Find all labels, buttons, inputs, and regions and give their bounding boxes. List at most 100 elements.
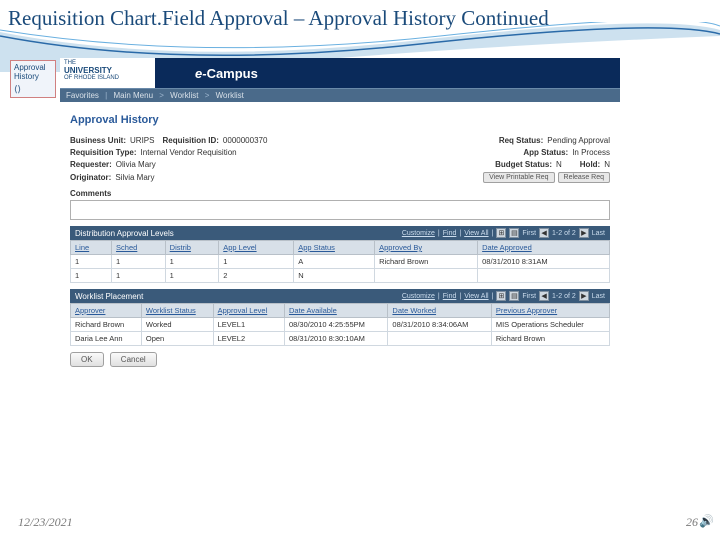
grid1-title: Distribution Approval Levels xyxy=(75,229,174,238)
grid2-zoom-icon[interactable]: ⊞ xyxy=(496,291,506,301)
breadcrumb-worklist[interactable]: Worklist xyxy=(170,91,198,100)
hold-label: Hold: xyxy=(580,160,600,169)
ok-cancel-row: OK Cancel xyxy=(70,352,610,367)
grid1-col-header[interactable]: Sched xyxy=(112,241,166,255)
grid1-col-header[interactable]: Line xyxy=(71,241,112,255)
grid2-next-icon[interactable]: ▶ xyxy=(579,291,589,301)
grid1-col-header[interactable]: Approved By xyxy=(375,241,478,255)
table-cell: 08/30/2010 4:25:55PM xyxy=(285,318,388,332)
business-unit-value: URIPS xyxy=(130,136,154,145)
breadcrumb-worklist2[interactable]: Worklist xyxy=(216,91,244,100)
table-cell: 1 xyxy=(112,255,166,269)
table-cell: 1 xyxy=(71,269,112,283)
req-id-label: Requisition ID: xyxy=(162,136,218,145)
req-status-label: Req Status: xyxy=(499,136,543,145)
req-status-value: Pending Approval xyxy=(547,136,610,145)
grid1-find[interactable]: Find xyxy=(443,230,457,237)
grid1-viewall[interactable]: View All xyxy=(464,230,488,237)
grid2-download-icon[interactable]: ▤ xyxy=(509,291,519,301)
table-cell: 08/31/2010 8:31AM xyxy=(478,255,610,269)
cancel-button[interactable]: Cancel xyxy=(110,352,157,367)
table-cell: 1 xyxy=(219,255,294,269)
req-type-value: Internal Vendor Requisition xyxy=(141,148,237,157)
sound-icon: 🔊 xyxy=(699,514,714,528)
grid1-col-header[interactable]: Distrib xyxy=(165,241,219,255)
grid2-header: Worklist Placement Customize | Find | Vi… xyxy=(70,289,610,303)
tab-scroll-icon: ⟨⟩ xyxy=(14,84,52,95)
table-cell: 08/31/2010 8:34:06AM xyxy=(388,318,491,332)
table-cell: 1 xyxy=(112,269,166,283)
content-area: Approval History Business Unit: URIPS Re… xyxy=(60,102,620,375)
table-cell: LEVEL1 xyxy=(213,318,284,332)
comments-box[interactable] xyxy=(70,200,610,220)
breadcrumb-mainmenu[interactable]: Main Menu xyxy=(113,91,153,100)
grid2-find[interactable]: Find xyxy=(443,293,457,300)
table-row: Richard BrownWorkedLEVEL108/30/2010 4:25… xyxy=(71,318,610,332)
originator-value: Silvia Mary xyxy=(115,173,154,182)
breadcrumb: Favorites | Main Menu > Worklist > Workl… xyxy=(60,88,620,102)
table-cell: 1 xyxy=(165,269,219,283)
table-cell: LEVEL2 xyxy=(213,332,284,346)
table-row: Daria Lee AnnOpenLEVEL208/31/2010 8:30:1… xyxy=(71,332,610,346)
business-unit-label: Business Unit: xyxy=(70,136,126,145)
table-cell: Daria Lee Ann xyxy=(71,332,142,346)
grid1-customize[interactable]: Customize xyxy=(402,230,435,237)
university-logo: THE UNIVERSITY OF RHODE ISLAND xyxy=(60,58,155,88)
table-row: 1111ARichard Brown08/31/2010 8:31AM xyxy=(71,255,610,269)
app-window: THE UNIVERSITY OF RHODE ISLAND e-Campus … xyxy=(60,58,620,375)
table-cell xyxy=(375,269,478,283)
grid2-col-header[interactable]: Approval Level xyxy=(213,304,284,318)
table-row: 1112N xyxy=(71,269,610,283)
table-cell: Open xyxy=(141,332,213,346)
req-type-label: Requisition Type: xyxy=(70,148,137,157)
distribution-approval-table: LineSchedDistribApp LevelApp StatusAppro… xyxy=(70,240,610,283)
budget-status-value: N xyxy=(556,160,562,169)
table-cell: Richard Brown xyxy=(491,332,609,346)
tab-label-line2: History xyxy=(14,72,52,81)
release-req-button[interactable]: Release Req xyxy=(558,172,610,183)
grid2-customize[interactable]: Customize xyxy=(402,293,435,300)
university-header: THE UNIVERSITY OF RHODE ISLAND e-Campus xyxy=(60,58,620,88)
grid1-prev-icon[interactable]: ◀ xyxy=(539,228,549,238)
table-cell: MIS Operations Scheduler xyxy=(491,318,609,332)
grid1-zoom-icon[interactable]: ⊞ xyxy=(496,228,506,238)
grid2-viewall[interactable]: View All xyxy=(464,293,488,300)
grid1-download-icon[interactable]: ▤ xyxy=(509,228,519,238)
grid2-col-header[interactable]: Approver xyxy=(71,304,142,318)
grid2-prev-icon[interactable]: ◀ xyxy=(539,291,549,301)
grid1-col-header[interactable]: App Status xyxy=(294,241,375,255)
slide-title: Requisition Chart.Field Approval – Appro… xyxy=(8,6,549,31)
grid2-col-header[interactable]: Previous Approver xyxy=(491,304,609,318)
hold-value: N xyxy=(604,160,610,169)
table-cell: Worked xyxy=(141,318,213,332)
table-cell: 2 xyxy=(219,269,294,283)
grid2-col-header[interactable]: Worklist Status xyxy=(141,304,213,318)
grid1-header: Distribution Approval Levels Customize |… xyxy=(70,226,610,240)
ok-button[interactable]: OK xyxy=(70,352,104,367)
app-status-value: In Process xyxy=(572,148,610,157)
table-cell: N xyxy=(294,269,375,283)
grid1-col-header[interactable]: Date Approved xyxy=(478,241,610,255)
breadcrumb-favorites[interactable]: Favorites xyxy=(66,91,99,100)
approval-history-tab[interactable]: Approval History ⟨⟩ xyxy=(10,60,56,98)
footer-date: 12/23/2021 xyxy=(18,515,73,530)
table-cell: 1 xyxy=(165,255,219,269)
requester-label: Requester: xyxy=(70,160,112,169)
view-printable-button[interactable]: View Printable Req xyxy=(483,172,554,183)
grid2-title: Worklist Placement xyxy=(75,292,143,301)
req-id-value: 0000000370 xyxy=(223,136,268,145)
table-cell xyxy=(478,269,610,283)
originator-label: Originator: xyxy=(70,173,111,182)
worklist-placement-table: ApproverWorklist StatusApproval LevelDat… xyxy=(70,303,610,346)
comments-label: Comments xyxy=(70,189,610,198)
tab-label-line1: Approval xyxy=(14,63,52,72)
grid2-col-header[interactable]: Date Available xyxy=(285,304,388,318)
grid1-next-icon[interactable]: ▶ xyxy=(579,228,589,238)
table-cell xyxy=(388,332,491,346)
table-cell: 1 xyxy=(71,255,112,269)
table-cell: A xyxy=(294,255,375,269)
grid2-col-header[interactable]: Date Worked xyxy=(388,304,491,318)
grid1-col-header[interactable]: App Level xyxy=(219,241,294,255)
ecampus-banner: e-Campus xyxy=(155,58,620,88)
app-status-label: App Status: xyxy=(523,148,568,157)
